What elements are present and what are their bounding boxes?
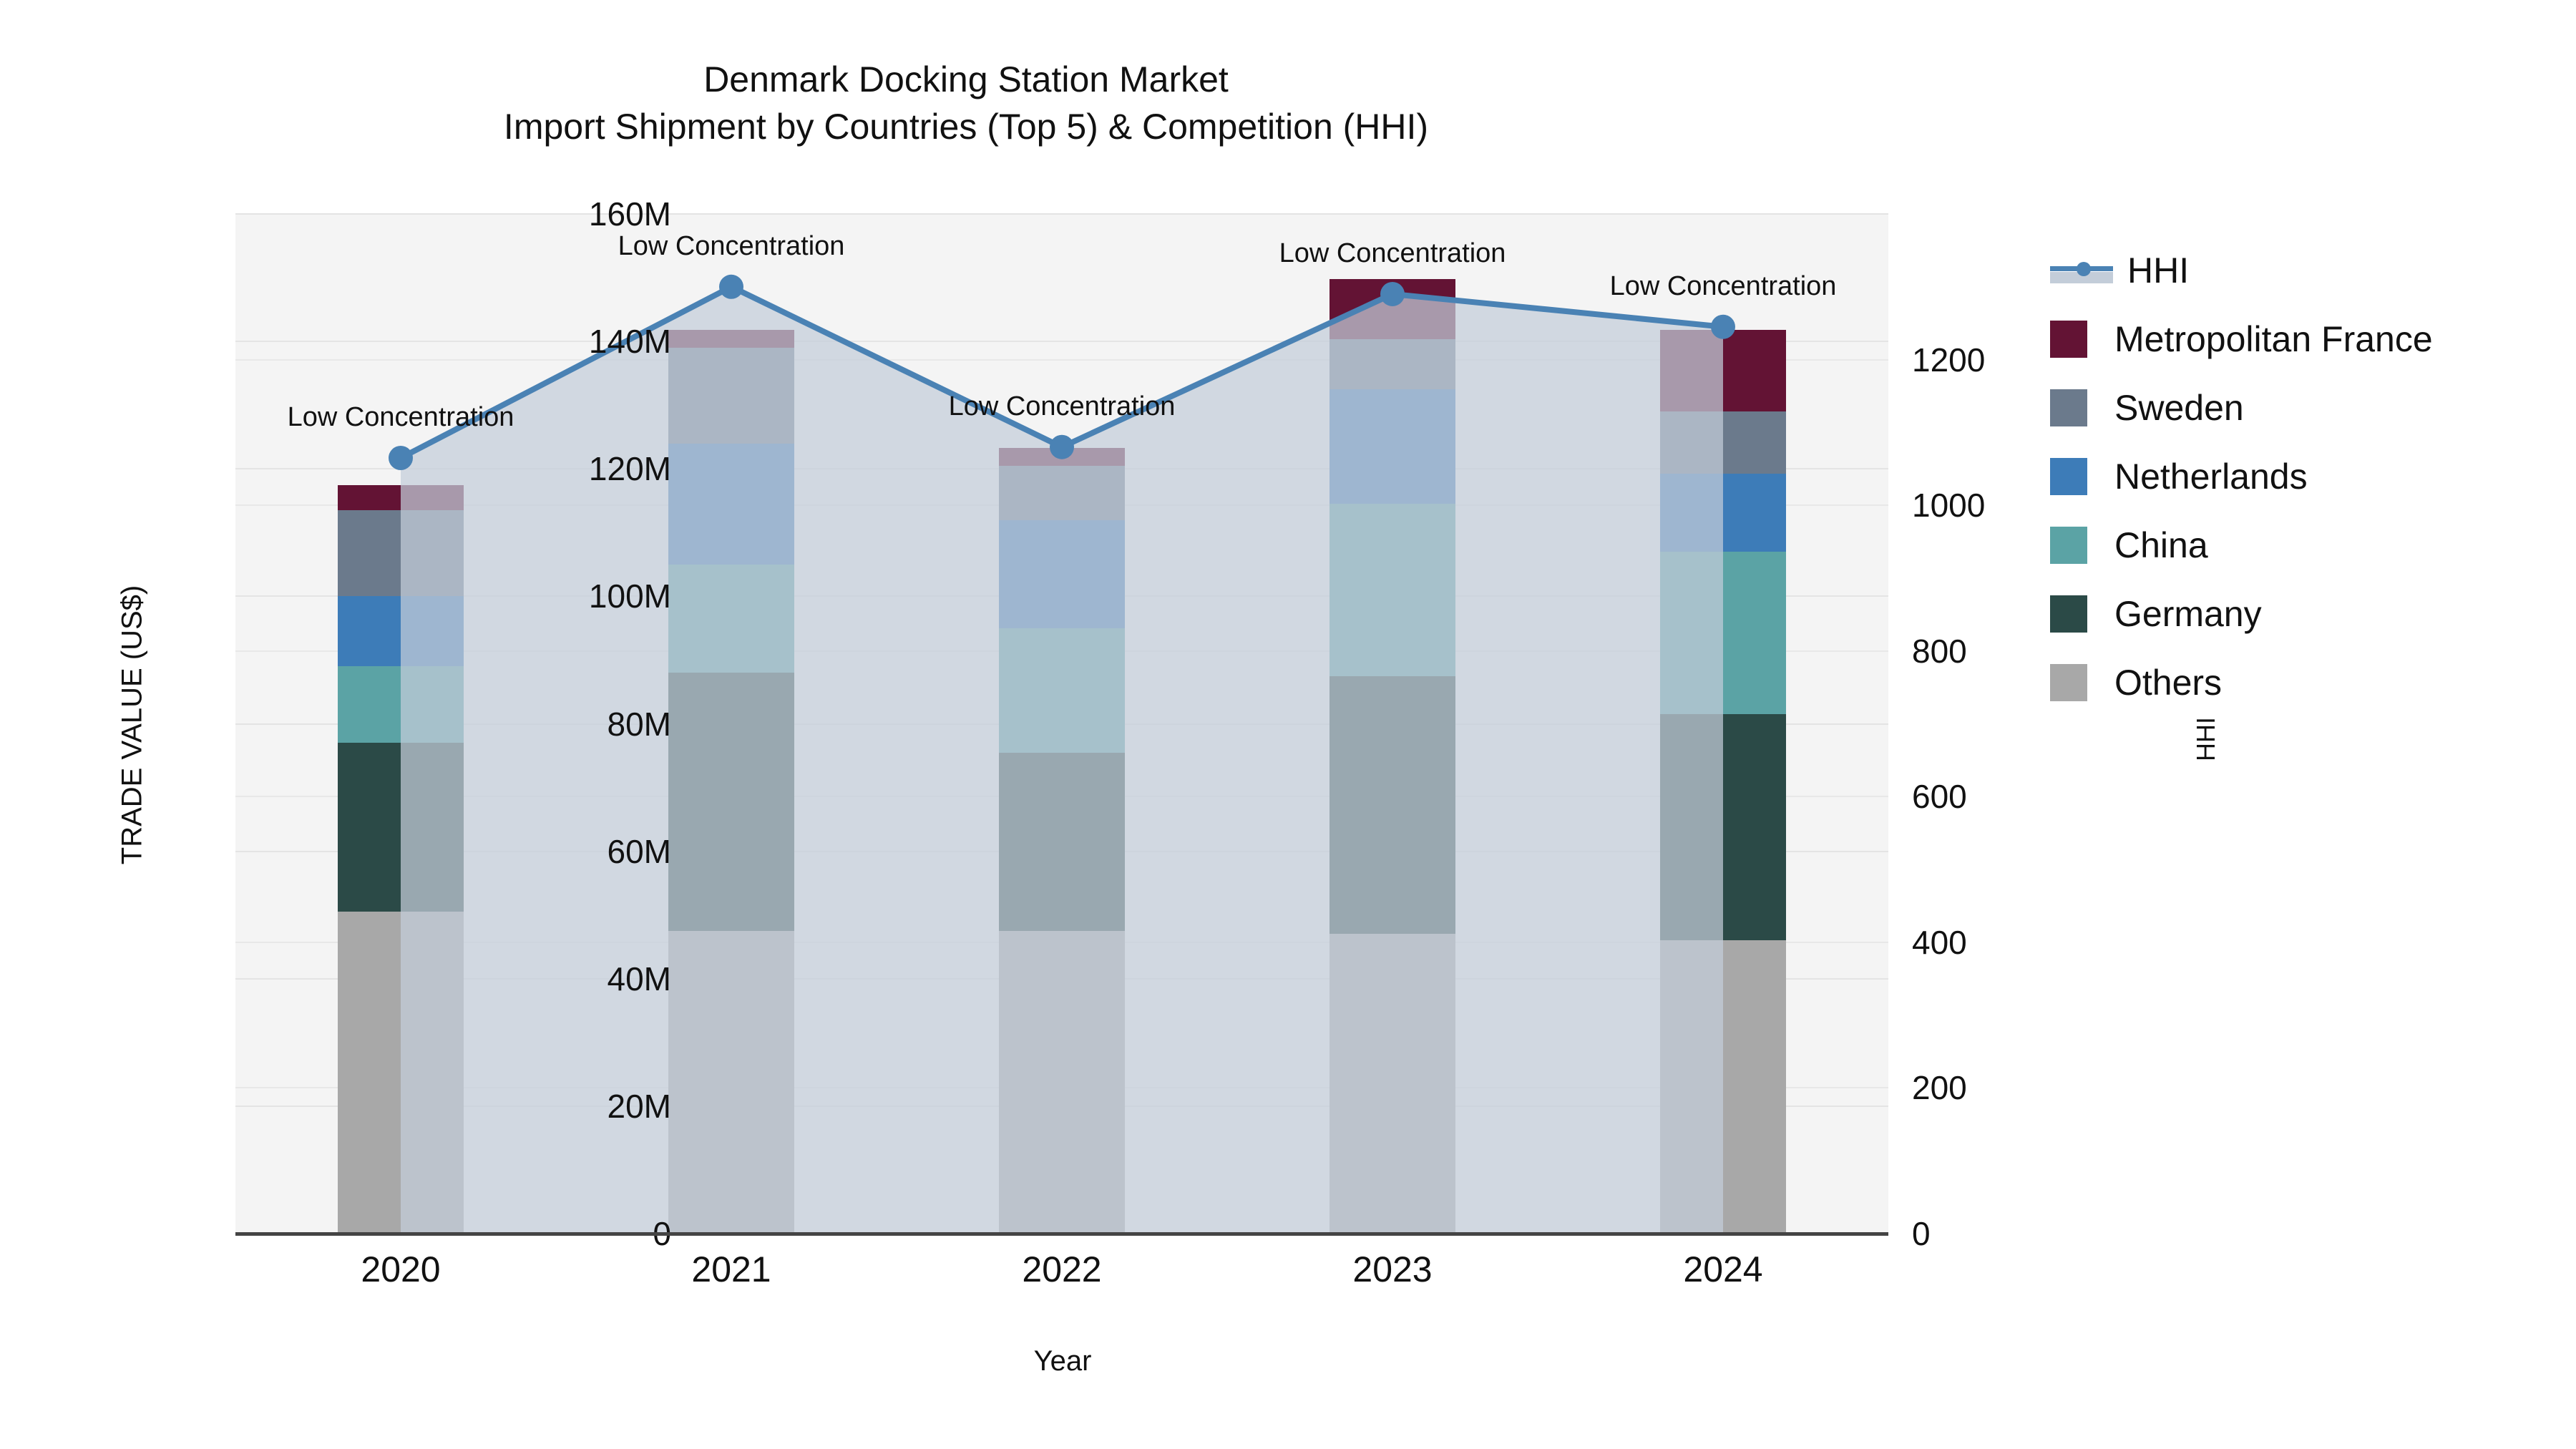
plot-area: Low Concentration Low Concentration Low Co… [235, 213, 1888, 1234]
chart-title-line2: Import Shipment by Countries (Top 5) & C… [503, 107, 1429, 147]
hhi-area-fill [401, 286, 1723, 1234]
y-axis-left-tick-label: 120M [588, 450, 671, 488]
y-axis-left-title: TRADE VALUE (US$) [116, 585, 148, 864]
legend-item-label: Germany [2114, 594, 2262, 634]
y-axis-left-tick-label: 140M [588, 323, 671, 361]
hhi-marker[interactable] [1711, 314, 1735, 339]
x-axis-tick-label: 2022 [1022, 1249, 1102, 1289]
legend-item-label: Sweden [2114, 388, 2244, 428]
legend-swatch-icon [2050, 527, 2087, 564]
legend-swatch-icon [2050, 595, 2087, 633]
legend-item-label: Netherlands [2114, 457, 2308, 497]
legend-swatch-icon [2050, 321, 2087, 358]
legend-item-sweden[interactable]: Sweden [2050, 374, 2433, 442]
y-axis-right-tick-label: 0 [1912, 1215, 1931, 1252]
y-axis-right-tick-label: 600 [1912, 778, 1967, 816]
y-axis-right-tick-label: 400 [1912, 923, 1967, 961]
legend: HHI Metropolitan France Sweden Netherlands C… [2050, 236, 2433, 717]
annotation-low-concentration: Low Concentration [618, 230, 845, 261]
chart-title-line1: Denmark Docking Station Market [703, 59, 1229, 99]
hhi-marker[interactable] [719, 274, 743, 299]
annotation-low-concentration: Low Concentration [948, 391, 1176, 421]
hhi-series-layer [389, 274, 1735, 1234]
y-axis-right-tick-label: 1000 [1912, 487, 1986, 525]
y-axis-left-tick-label: 80M [607, 705, 671, 743]
legend-swatch-icon [2050, 389, 2087, 426]
legend-item-china[interactable]: China [2050, 511, 2433, 580]
gridline-y [235, 341, 1888, 343]
legend-swatch-icon [2050, 458, 2087, 495]
y-axis-right-tick-label: 1200 [1912, 341, 1986, 379]
y-axis-right-tick-label: 200 [1912, 1069, 1967, 1107]
legend-item-hhi[interactable]: HHI [2050, 236, 2433, 305]
y-axis-left-tick-label: 40M [607, 960, 671, 997]
legend-item-netherlands[interactable]: Netherlands [2050, 442, 2433, 511]
y-axis-right-tick-label: 800 [1912, 632, 1967, 670]
legend-swatch-icon [2050, 664, 2087, 701]
legend-item-germany[interactable]: Germany [2050, 580, 2433, 648]
annotation-low-concentration: Low Concentration [287, 401, 514, 432]
x-axis-tick-label: 2020 [361, 1249, 441, 1289]
x-axis-tick-label: 2024 [1683, 1249, 1763, 1289]
legend-item-label: HHI [2127, 250, 2190, 291]
legend-item-label: Metropolitan France [2114, 319, 2433, 359]
y-axis-left-tick-label: 100M [588, 577, 671, 615]
y-axis-left-tick-label: 20M [607, 1087, 671, 1125]
legend-item-label: China [2114, 525, 2208, 565]
hhi-marker[interactable] [1050, 434, 1074, 459]
gridline-y [235, 213, 1888, 215]
x-axis-line [235, 1232, 1888, 1236]
gridline-y2 [235, 358, 1888, 361]
annotation-low-concentration: Low Concentration [1279, 238, 1506, 268]
x-axis-tick-label: 2023 [1352, 1249, 1433, 1289]
legend-item-label: Others [2114, 663, 2223, 703]
x-axis-tick-label: 2021 [691, 1249, 771, 1289]
y-axis-left-tick-label: 160M [588, 195, 671, 233]
chart-title: Denmark Docking Station Market Import Sh… [0, 56, 1932, 150]
y-axis-left-tick-label: 60M [607, 832, 671, 870]
x-axis-title: Year [1033, 1345, 1092, 1377]
y-axis-right-title: HHI [2191, 717, 2220, 761]
hhi-marker[interactable] [389, 445, 413, 470]
annotation-low-concentration: Low Concentration [1609, 270, 1837, 301]
legend-line-marker-icon [2050, 252, 2113, 289]
legend-item-others[interactable]: Others [2050, 648, 2433, 717]
hhi-marker[interactable] [1380, 281, 1405, 306]
legend-item-metropolitan-france[interactable]: Metropolitan France [2050, 305, 2433, 374]
